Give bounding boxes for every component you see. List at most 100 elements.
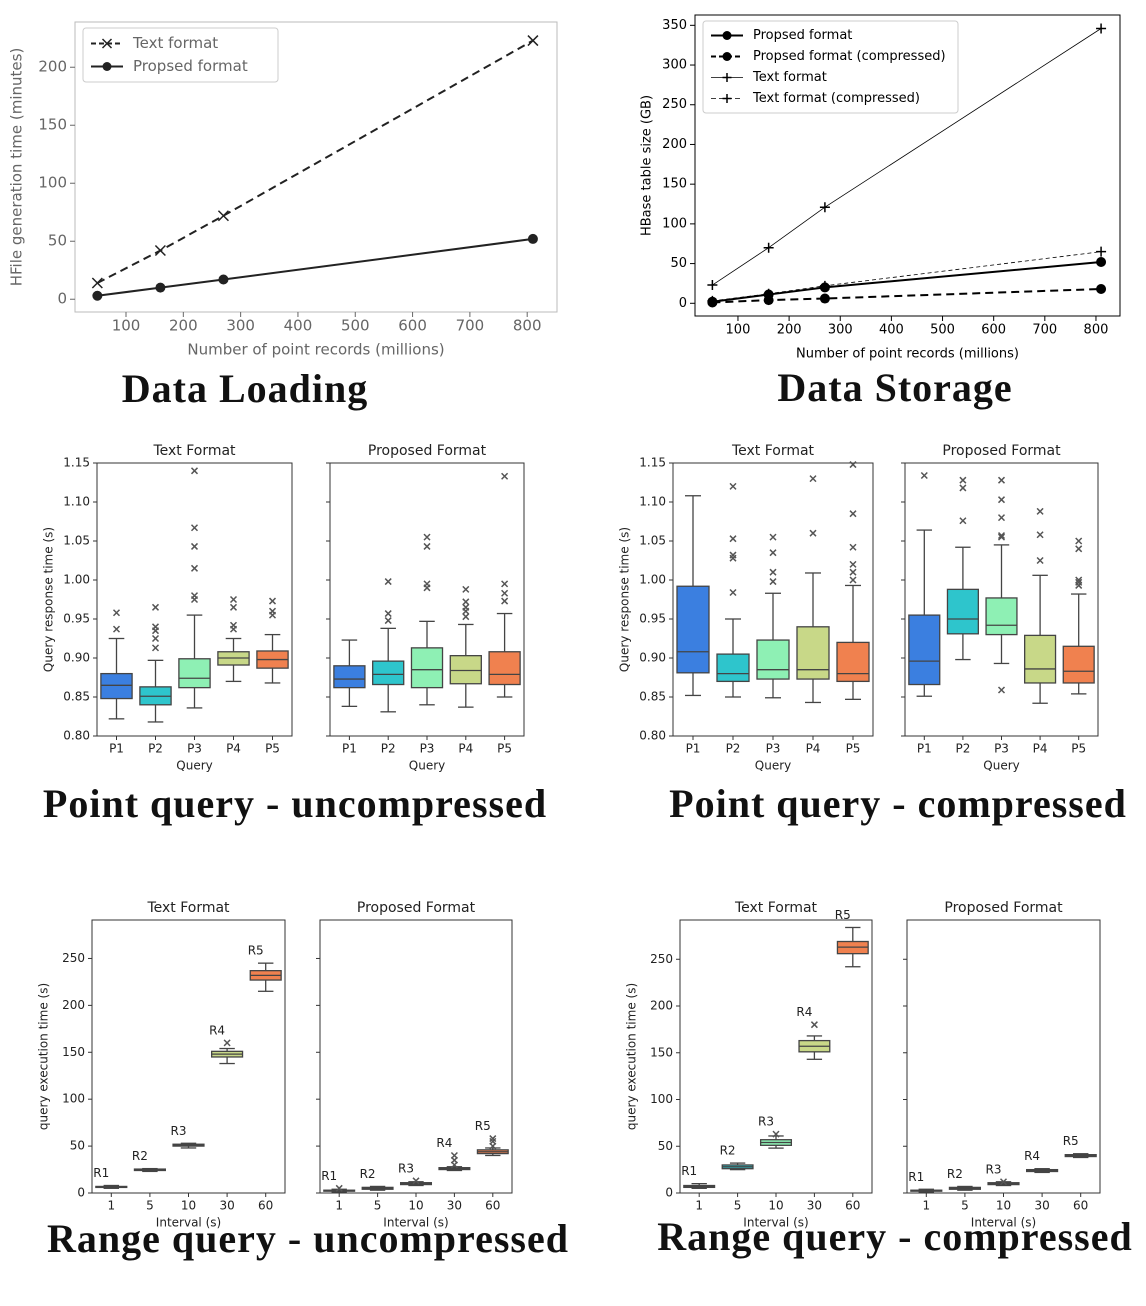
outlier	[190, 524, 199, 532]
box	[372, 660, 405, 686]
outlier	[229, 621, 238, 629]
y-axis-label: HBase table size (GB)	[640, 95, 655, 236]
x-tick-label: 1	[695, 1199, 703, 1213]
y-tick-label: 100	[662, 216, 687, 231]
x-axis-label: Query	[755, 759, 791, 773]
x-tick-label: 1	[922, 1199, 930, 1213]
box	[985, 597, 1018, 636]
outlier	[1075, 537, 1083, 545]
box	[449, 655, 482, 685]
outlier	[1036, 507, 1044, 515]
data-point	[218, 274, 229, 285]
x-tick-label: P2	[726, 742, 741, 756]
box-label: R5	[835, 908, 851, 922]
x-axis-label: Interval (s)	[971, 1216, 1036, 1230]
outlier	[112, 609, 121, 617]
x-tick-label: P1	[109, 742, 124, 756]
box-label: R3	[171, 1124, 187, 1138]
box	[756, 639, 790, 680]
y-tick-label: 200	[62, 998, 85, 1012]
outlier	[462, 598, 470, 606]
outlier	[997, 476, 1006, 484]
outlier	[849, 510, 857, 518]
box-label: R3	[398, 1161, 414, 1175]
caption: Range query - compressed	[657, 1214, 1132, 1259]
data-point	[1096, 283, 1107, 294]
outlier	[268, 597, 277, 605]
outlier	[412, 1177, 420, 1185]
y-tick-label: 150	[38, 116, 67, 134]
x-axis-label: Interval (s)	[156, 1216, 221, 1230]
outlier	[959, 476, 967, 484]
outlier	[920, 471, 928, 480]
box	[178, 658, 211, 689]
box	[410, 647, 444, 689]
x-tick-label: P4	[1033, 742, 1048, 756]
legend-marker	[722, 73, 732, 82]
legend-label: Propsed format (compressed)	[753, 49, 946, 64]
x-tick-label: 30	[219, 1199, 234, 1213]
caption: Point query - compressed	[669, 781, 1127, 826]
caption: Data Loading	[122, 366, 369, 411]
x-tick-label: 700	[1032, 323, 1057, 338]
box	[488, 651, 521, 686]
box	[676, 585, 710, 674]
outlier	[112, 625, 121, 633]
outlier	[849, 543, 857, 551]
outlier	[384, 617, 392, 625]
y-tick-label: 0	[77, 1186, 85, 1200]
y-tick-label: 100	[38, 174, 67, 192]
legend-frame	[702, 20, 959, 114]
outlier	[229, 603, 238, 611]
x-tick-label: P1	[342, 742, 357, 756]
y-tick-label: 100	[62, 1092, 85, 1106]
x-tick-label: 10	[408, 1199, 423, 1213]
plot-frame	[694, 14, 1121, 317]
outlier	[1036, 531, 1044, 539]
box	[796, 626, 830, 680]
y-tick-label: 300	[662, 58, 687, 73]
outlier	[190, 564, 199, 572]
panel-title: Text Format	[152, 443, 236, 459]
y-tick-label: 0.90	[63, 651, 90, 665]
outlier	[729, 482, 737, 490]
box	[946, 588, 979, 635]
y-tick-label: 0.85	[639, 690, 666, 704]
outlier	[809, 475, 817, 483]
outlier	[501, 597, 509, 605]
data-point	[819, 293, 830, 304]
box-label: R4	[209, 1023, 225, 1037]
panel-title: Proposed Format	[368, 443, 487, 459]
y-tick-label: 1.10	[639, 495, 666, 509]
y-tick-label: 100	[650, 1092, 673, 1106]
legend-label: Propsed format	[753, 28, 852, 43]
outlier	[809, 529, 817, 537]
caption: Data Storage	[777, 365, 1012, 410]
box-label: R5	[248, 944, 264, 958]
y-tick-label: 0.95	[63, 612, 90, 626]
outlier	[450, 1151, 458, 1160]
data-point	[91, 277, 103, 289]
y-axis-label: HFile generation time (minutes)	[8, 48, 26, 287]
x-tick-label: 700	[456, 317, 485, 335]
outlier	[190, 542, 199, 550]
x-axis-label: Interval (s)	[743, 1216, 808, 1230]
y-tick-label: 0.95	[639, 612, 666, 626]
x-axis-label: Query	[983, 759, 1019, 773]
box	[333, 665, 366, 689]
outlier	[1075, 576, 1083, 584]
plot-frame	[679, 919, 873, 1194]
x-tick-label: P2	[381, 742, 396, 756]
series-line	[712, 287, 1102, 304]
x-tick-label: 10	[996, 1199, 1011, 1213]
x-tick-label: 500	[930, 323, 955, 338]
y-tick-label: 0	[679, 296, 687, 311]
x-tick-label: 800	[513, 317, 542, 335]
plot-frame	[74, 21, 558, 313]
outlier	[384, 610, 392, 618]
x-tick-label: 60	[845, 1199, 860, 1213]
panel-title: Proposed Format	[942, 443, 1061, 459]
x-axis-label: Query	[409, 759, 445, 773]
series-line	[97, 237, 534, 297]
outlier	[769, 568, 777, 576]
